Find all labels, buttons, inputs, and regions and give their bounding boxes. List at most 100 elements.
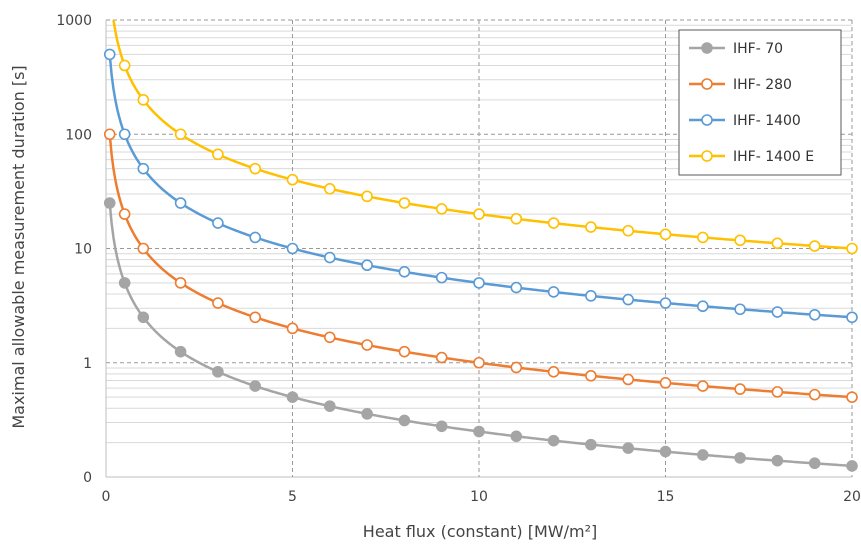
data-point (361, 339, 373, 351)
data-point (659, 445, 672, 458)
data-point (174, 197, 187, 209)
data-point (585, 290, 597, 302)
data-point (286, 242, 299, 255)
data-point (323, 251, 336, 264)
data-point (547, 217, 560, 229)
data-point (696, 449, 709, 461)
y-tick-label: 1 (83, 356, 92, 372)
data-point (659, 297, 672, 309)
data-point (547, 286, 560, 298)
data-point (212, 217, 224, 229)
data-point (286, 173, 299, 186)
legend-item: IHF- 280 (689, 77, 792, 93)
x-axis-title: Heat flux (constant) [MW/m²] (363, 522, 597, 541)
x-tick-label: 5 (288, 489, 297, 505)
data-point (435, 420, 448, 433)
data-point (398, 197, 411, 209)
series-1 (103, 197, 858, 472)
y-tick-label: 100 (65, 127, 92, 143)
data-point (398, 266, 411, 278)
series-3 (103, 48, 858, 324)
data-point (118, 59, 131, 72)
data-point (771, 386, 784, 398)
data-point (398, 414, 411, 427)
data-point (361, 408, 373, 420)
data-point (323, 400, 336, 412)
data-point (771, 454, 784, 467)
data-point (137, 162, 150, 175)
y-tick-label: 0 (83, 470, 92, 486)
legend-label: IHF- 280 (733, 77, 792, 93)
data-point (622, 442, 635, 454)
legend-label: IHF- 1400 E (733, 149, 814, 165)
data-point (435, 351, 448, 364)
data-point (585, 438, 597, 451)
data-point (174, 128, 187, 141)
data-point (734, 383, 746, 395)
series-layer (103, 19, 858, 472)
x-tick-label: 0 (102, 489, 111, 505)
series-4 (112, 19, 858, 255)
series-2 (103, 128, 858, 403)
legend-label: IHF- 70 (733, 41, 783, 57)
x-tick-label: 10 (470, 489, 488, 505)
data-point (622, 373, 635, 386)
data-point (473, 425, 485, 438)
data-point (286, 322, 299, 335)
data-point (808, 457, 821, 470)
data-point (137, 94, 150, 106)
data-point (103, 48, 116, 61)
data-point (510, 361, 523, 374)
data-point (473, 277, 485, 289)
y-axis-title: Maximal allowable measurement duration [… (9, 65, 28, 428)
data-point (361, 259, 373, 272)
data-point (137, 242, 150, 255)
data-point (510, 212, 523, 225)
data-point (103, 128, 116, 141)
data-point (473, 356, 485, 369)
data-point (286, 391, 299, 403)
data-point (249, 380, 261, 392)
data-point (846, 460, 858, 472)
data-point (118, 128, 131, 141)
data-point (846, 391, 858, 403)
data-point (585, 221, 597, 233)
tick-labels: 0 5 10 15 20 0 1 10 100 1000 (56, 13, 861, 505)
data-point (808, 388, 821, 401)
data-point (212, 148, 224, 161)
data-point (323, 331, 336, 344)
data-point (398, 345, 411, 358)
legend: IHF- 70 IHF- 280 IHF- 1400 IHF- 1400 E (678, 29, 842, 176)
data-point (103, 197, 116, 209)
data-point (547, 434, 560, 447)
data-point (659, 377, 672, 389)
y-tick-label: 1000 (56, 13, 92, 29)
x-tick-label: 15 (657, 489, 675, 505)
data-point (118, 208, 131, 220)
data-point (212, 297, 224, 309)
data-point (435, 203, 448, 215)
data-point (734, 234, 746, 247)
data-point (734, 452, 746, 464)
data-point (510, 281, 523, 294)
legend-swatch-marker (701, 78, 713, 90)
data-point (323, 183, 336, 195)
legend-swatch-marker (701, 114, 713, 126)
data-point (137, 311, 150, 324)
data-point (249, 311, 261, 324)
data-point (846, 242, 858, 255)
data-point (622, 224, 635, 237)
data-point (771, 306, 784, 318)
data-point (808, 308, 821, 321)
x-tick-label: 20 (843, 489, 861, 505)
data-point (249, 162, 261, 175)
data-point (659, 228, 672, 241)
data-point (174, 277, 187, 289)
data-point (435, 271, 448, 284)
data-point (585, 369, 597, 382)
data-point (808, 240, 821, 252)
data-point (118, 277, 131, 289)
legend-item: IHF- 1400 (689, 113, 801, 129)
legend-swatch-marker (701, 150, 713, 162)
